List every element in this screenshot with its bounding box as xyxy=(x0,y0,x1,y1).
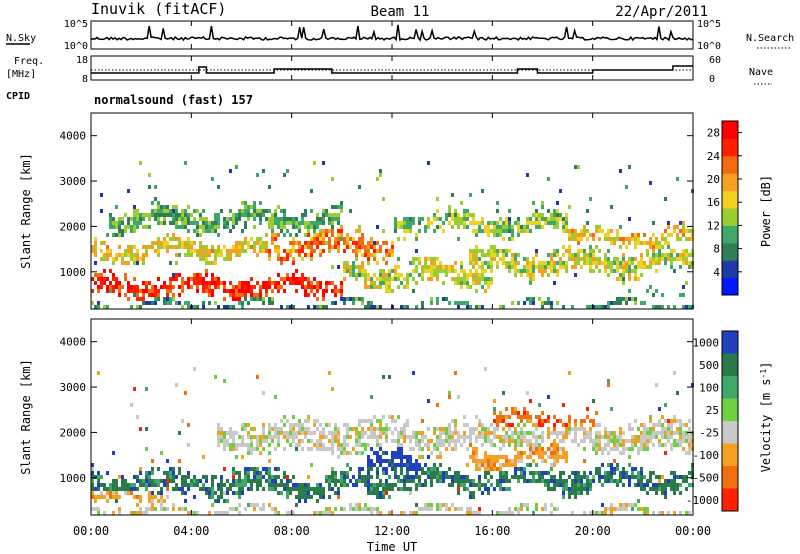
power-colorbar-tick: 20 xyxy=(707,173,720,186)
noise-panel: N.Sky 10^5 10^0 10^5 10^0 N.Search xyxy=(6,19,794,52)
frequency-panel: Freq. [MHz] 18 8 60 0 Nave xyxy=(6,55,773,85)
y-tick-label: 1000 xyxy=(60,472,87,485)
velocity-colorbar-tick: 25 xyxy=(706,404,719,417)
power-colorbar-tick: 16 xyxy=(707,196,720,209)
cpid-label: CPID xyxy=(6,91,30,102)
colorbar-swatch xyxy=(722,242,738,261)
colorbar-swatch xyxy=(722,138,738,157)
y-tick-label: 2000 xyxy=(60,426,87,439)
x-tick-label: 20:00 xyxy=(575,524,611,538)
colorbar-swatch xyxy=(722,173,738,192)
colorbar-swatch xyxy=(722,331,738,354)
colorbar-swatch xyxy=(722,466,738,489)
velocity-y-label: Slant Range [km] xyxy=(19,359,33,475)
colorbar-swatch xyxy=(722,443,738,467)
power-colorbar-tick: 4 xyxy=(713,266,720,279)
x-axis-label: Time UT xyxy=(367,540,418,554)
power-colorbar-label: Power [dB] xyxy=(759,175,773,247)
noise-right-tick-bottom: 10^0 xyxy=(697,41,721,52)
noise-right-label: N.Search xyxy=(746,33,794,44)
colorbar-swatch xyxy=(722,121,738,139)
velocity-colorbar: 1000 500 100 25 -25 -100 -500 -1000 xyxy=(686,330,739,512)
y-tick-label: 1000 xyxy=(60,266,87,279)
freq-right-tick-bottom: 0 xyxy=(709,74,715,85)
header-date: 22/Apr/2011 xyxy=(615,4,708,20)
cpid-value: normalsound (fast) 157 xyxy=(94,93,253,107)
colorbar-swatch xyxy=(722,208,738,226)
colorbar-swatch xyxy=(722,488,738,512)
velocity-colorbar-tick: 1000 xyxy=(693,336,720,349)
x-tick-label: 00:00 xyxy=(675,524,711,538)
colorbar-swatch xyxy=(722,260,738,279)
y-tick-label: 3000 xyxy=(60,381,87,394)
colorbar-swatch xyxy=(722,376,738,399)
power-colorbar-tick: 24 xyxy=(707,150,721,163)
freq-left-tick-bottom: 8 xyxy=(82,74,88,85)
freq-label-1: Freq. xyxy=(14,56,44,67)
colorbar-swatch xyxy=(722,421,738,444)
velocity-colorbar-label: Velocity [m s-1] xyxy=(759,362,774,473)
velocity-colorbar-tick: 500 xyxy=(699,359,719,372)
colorbar-swatch xyxy=(722,353,738,377)
freq-label-2: [MHz] xyxy=(6,69,36,80)
colorbar-swatch xyxy=(722,398,738,422)
colorbar-swatch xyxy=(722,277,738,296)
velocity-colorbar-tick: -1000 xyxy=(686,494,719,507)
velocity-colorbar-tick: 100 xyxy=(699,381,719,394)
frequency-trace xyxy=(91,65,693,74)
noise-sky-trace xyxy=(90,24,694,42)
x-tick-label: 00:00 xyxy=(73,524,109,538)
power-y-label: Slant Range [km] xyxy=(19,153,33,269)
power-colorbar-tick: 8 xyxy=(713,243,720,256)
x-axis: 00:00 04:00 08:00 12:00 16:00 20:00 00:00 xyxy=(73,21,711,538)
colorbar-swatch xyxy=(722,190,738,209)
colorbar-swatch xyxy=(722,225,738,244)
power-colorbar-tick: 28 xyxy=(707,127,720,140)
x-tick-label: 04:00 xyxy=(173,524,209,538)
x-tick-label: 16:00 xyxy=(474,524,510,538)
velocity-heatmap xyxy=(91,367,694,515)
noise-left-label: N.Sky xyxy=(6,33,36,44)
noise-left-tick-bottom: 10^0 xyxy=(64,41,88,52)
y-tick-label: 3000 xyxy=(60,175,87,188)
header-station: Inuvik (fitACF) xyxy=(91,0,226,18)
nave-label: Nave xyxy=(749,67,773,78)
header-beam: Beam 11 xyxy=(370,4,429,20)
power-panel: 1000 2000 3000 4000 Slant Range [km] 4 8 12 16… xyxy=(19,112,773,310)
power-colorbar-tick: 12 xyxy=(707,219,720,232)
x-tick-label: 08:00 xyxy=(274,524,310,538)
y-tick-label: 4000 xyxy=(60,336,87,349)
freq-right-tick-top: 60 xyxy=(709,55,721,66)
power-colorbar: 4 8 12 16 20 24 28 xyxy=(707,120,742,296)
noise-left-tick-top: 10^5 xyxy=(64,19,88,30)
y-tick-label: 4000 xyxy=(60,130,87,143)
velocity-colorbar-tick: -500 xyxy=(693,471,720,484)
velocity-colorbar-tick: -100 xyxy=(693,449,720,462)
freq-left-tick-top: 18 xyxy=(76,55,88,66)
power-heatmap xyxy=(91,161,694,309)
y-tick-label: 2000 xyxy=(60,220,87,233)
colorbar-swatch xyxy=(722,155,738,174)
velocity-panel: 1000 2000 3000 4000 Slant Range [km] 1000 50… xyxy=(19,318,774,516)
velocity-colorbar-tick: -25 xyxy=(699,426,719,439)
x-tick-label: 12:00 xyxy=(374,524,410,538)
noise-right-tick-top: 10^5 xyxy=(697,19,721,30)
